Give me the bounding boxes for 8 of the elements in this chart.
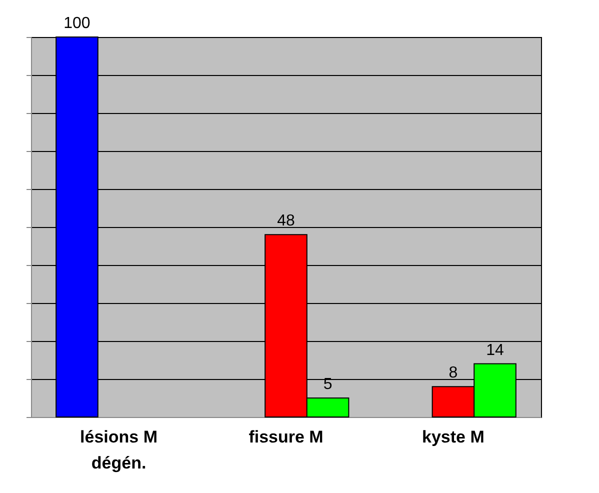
data-label: 100 xyxy=(64,15,90,32)
x-tick-label: kyste M xyxy=(422,428,484,446)
data-label: 48 xyxy=(277,212,295,230)
x-tick-label: lésions M dégén. xyxy=(80,428,158,472)
data-label: 14 xyxy=(486,342,504,359)
x-tick-label: fissure M xyxy=(248,428,324,446)
data-label: 5 xyxy=(323,376,332,393)
data-label: 8 xyxy=(448,364,458,382)
